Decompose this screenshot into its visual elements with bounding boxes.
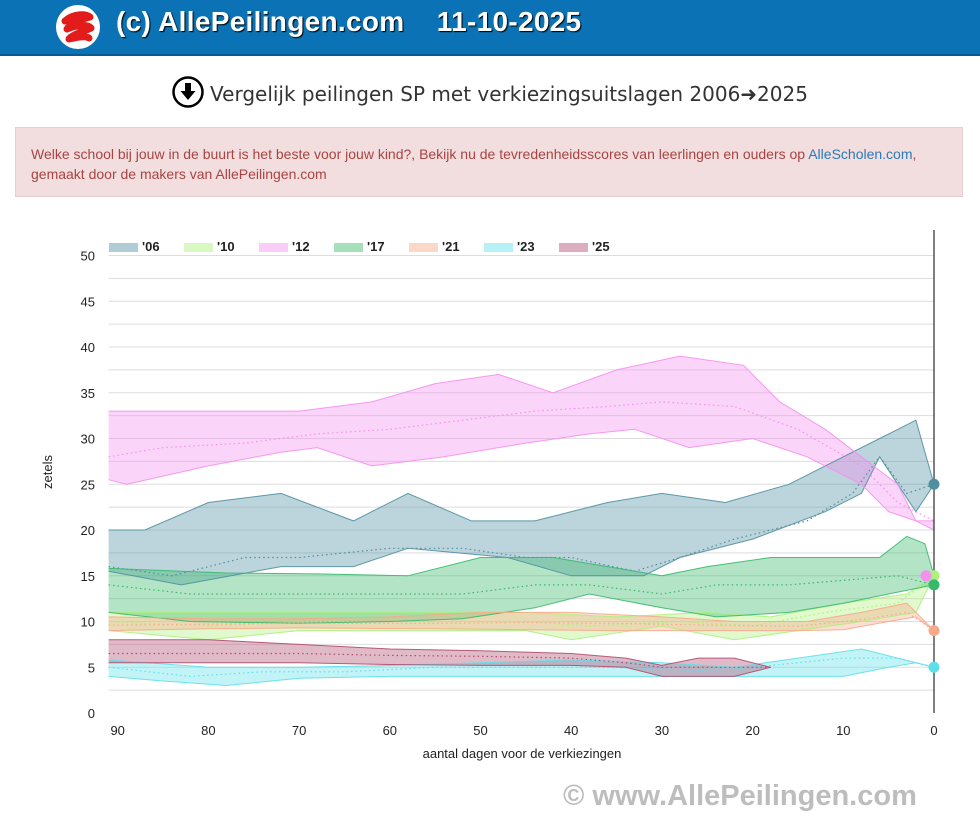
legend-swatch-1 [184, 243, 213, 252]
x-tick-label: 10 [836, 723, 850, 738]
y-tick-label: 35 [81, 386, 95, 401]
x-tick-label: 30 [655, 723, 669, 738]
result-dot-5 [928, 661, 940, 673]
chart-gridlines [108, 255, 934, 691]
result-dot-1 [928, 570, 940, 582]
y-tick-label: 25 [81, 477, 95, 492]
series-upper-line-4 [108, 602, 935, 631]
series-band-1 [108, 575, 935, 640]
y-tick-label: 0 [88, 706, 95, 721]
series-mid-line-1 [108, 575, 935, 627]
y-tick-label: 45 [81, 294, 95, 309]
series-mid-line-2 [108, 401, 935, 522]
legend-swatch-6 [559, 243, 588, 252]
chart-legend: '06 '10 '12 '17 '21 '23 '25 [109, 239, 610, 254]
poll-comparison-chart: 0 5 10 15 20 25 30 35 40 45 50 90 80 70 60 50 40 30 20 10 0 … [40, 230, 940, 761]
y-tick-label: 30 [81, 432, 95, 447]
series-lower-line-5 [108, 662, 935, 687]
series-upper-line-1 [108, 575, 935, 618]
logo-scribble-icon [57, 6, 99, 48]
y-tick-label: 5 [88, 660, 95, 675]
x-tick-label: 50 [473, 723, 487, 738]
x-tick-label: 90 [110, 723, 124, 738]
series-lower-line-3 [108, 584, 935, 624]
legend-swatch-0 [109, 243, 138, 252]
series-upper-line-0 [108, 419, 935, 531]
result-dot-3 [928, 579, 940, 591]
legend-swatch-5 [484, 243, 513, 252]
series-upper-line-2 [108, 355, 935, 531]
legend-swatch-3 [334, 243, 363, 252]
watermark: © www.AllePeilingen.com [563, 780, 917, 812]
allescholen-link[interactable]: AlleScholen.com [808, 146, 913, 162]
result-dot-0 [928, 478, 940, 490]
legend-label-5: '23 [517, 239, 535, 254]
series-band-6 [108, 639, 771, 677]
series-lower-line-1 [108, 575, 935, 641]
chart-result-dots [920, 478, 940, 673]
page-heading: Vergelijk peilingen SP met verkiezingsui… [0, 76, 980, 113]
result-dot-4 [928, 625, 940, 637]
series-lower-line-4 [108, 616, 935, 632]
result-dot-2 [920, 570, 932, 582]
chart-areas [108, 356, 935, 686]
school-notice: Welke school bij jouw in de buurt is het… [15, 127, 963, 197]
y-tick-label: 15 [81, 569, 95, 584]
series-upper-line-5 [108, 648, 935, 668]
chart-axes: 0 5 10 15 20 25 30 35 40 45 50 90 80 70 60 50 40 30 20 10 0 [81, 230, 938, 738]
legend-label-2: '12 [292, 239, 310, 254]
x-tick-label: 40 [564, 723, 578, 738]
y-tick-label: 40 [81, 340, 95, 355]
site-logo[interactable] [56, 5, 100, 49]
series-lower-line-2 [108, 428, 934, 522]
legend-label-1: '10 [217, 239, 235, 254]
notice-text: Welke school bij jouw in de buurt is het… [31, 146, 809, 162]
legend-label-6: '25 [592, 239, 610, 254]
legend-label-3: '17 [367, 239, 385, 254]
y-tick-label: 50 [81, 249, 95, 264]
series-upper-line-6 [108, 639, 771, 668]
notice-text-end: , gemaakt door de makers van AllePeiling… [31, 146, 917, 182]
site-header: (c) AllePeilingen.com 11-10-2025 [0, 0, 980, 56]
series-band-3 [108, 536, 935, 624]
legend-swatch-4 [409, 243, 438, 252]
series-upper-line-3 [108, 535, 935, 577]
legend-swatch-2 [259, 243, 288, 252]
download-icon[interactable] [172, 76, 204, 113]
series-mid-line-3 [108, 575, 935, 595]
series-band-4 [108, 603, 935, 631]
series-lower-line-6 [108, 662, 771, 677]
legend-label-0: '06 [142, 239, 160, 254]
y-tick-label: 20 [81, 523, 95, 538]
y-tick-label: 10 [81, 615, 95, 630]
page-heading-text: Vergelijk peilingen SP met verkiezingsui… [210, 82, 808, 106]
series-lower-line-0 [108, 455, 935, 586]
x-axis-label: aantal dagen voor de verkiezingen [423, 746, 622, 761]
x-tick-label: 70 [292, 723, 306, 738]
x-tick-label: 0 [930, 723, 937, 738]
header-title: (c) AllePeilingen.com 11-10-2025 [116, 6, 582, 37]
chart-lines [108, 355, 935, 687]
x-tick-label: 60 [383, 723, 397, 738]
x-tick-label: 80 [201, 723, 215, 738]
series-band-0 [108, 420, 935, 585]
x-tick-label: 20 [745, 723, 759, 738]
series-band-2 [108, 356, 935, 530]
y-axis-label: zetels [40, 455, 55, 489]
legend-label-4: '21 [442, 239, 460, 254]
